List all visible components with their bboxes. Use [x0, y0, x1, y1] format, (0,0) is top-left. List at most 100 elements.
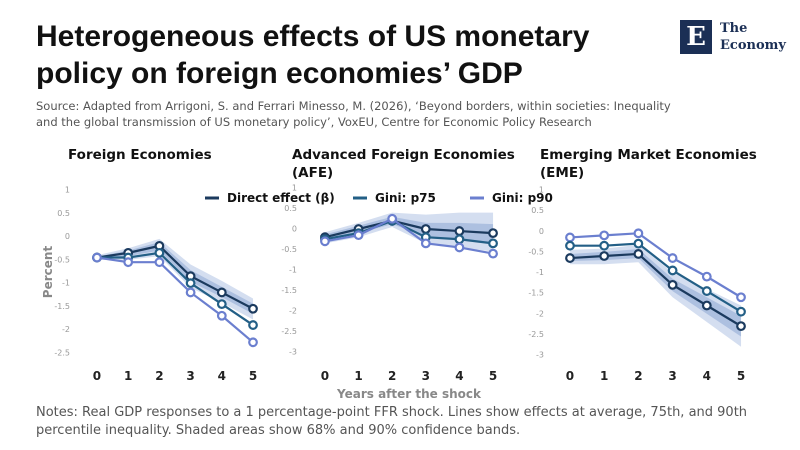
y-tick-label: 0.5	[284, 204, 297, 213]
point	[599, 240, 610, 251]
point	[387, 213, 398, 224]
point	[736, 321, 746, 332]
y-tick-label: -0.5	[528, 247, 544, 256]
x-tick-label: 2	[155, 369, 163, 383]
point	[736, 306, 746, 317]
point	[248, 320, 258, 330]
x-tick-label: 1	[124, 369, 132, 383]
point	[454, 226, 465, 236]
y-axis-label: Percent	[41, 246, 55, 299]
series-line	[324, 219, 494, 245]
point	[488, 228, 498, 239]
y-tick-label: 0	[65, 232, 70, 241]
point	[633, 249, 644, 259]
y-tick-label: -1	[536, 268, 544, 277]
point	[633, 238, 644, 249]
logo-mark: E	[680, 20, 712, 54]
point	[599, 230, 610, 241]
point	[420, 224, 431, 234]
point	[454, 234, 465, 245]
y-tick-label: -2.5	[528, 330, 544, 339]
confidence-band	[96, 238, 254, 320]
x-tick-label: 5	[249, 369, 257, 383]
point	[185, 278, 196, 289]
source: Source: Adapted from Arrigoni, S. and Fe…	[36, 99, 671, 129]
point	[154, 257, 165, 268]
series-line	[324, 217, 494, 255]
confidence-band	[96, 242, 254, 314]
brand-line: The	[720, 21, 748, 36]
x-tick-label: 3	[422, 369, 430, 383]
x-tick-label: 5	[737, 369, 745, 383]
point	[92, 252, 102, 263]
x-tick-label: 3	[186, 369, 194, 383]
point	[667, 253, 678, 263]
point	[736, 292, 746, 303]
point	[123, 257, 134, 268]
y-tick-label: -1	[62, 279, 70, 288]
point	[248, 303, 258, 314]
point	[701, 300, 712, 311]
y-tick-label: -1	[289, 266, 297, 275]
point	[565, 253, 575, 263]
y-tick-label: -3	[289, 348, 297, 357]
y-tick-label: -2.5	[54, 349, 70, 358]
point	[599, 251, 610, 261]
y-tick-label: 0	[539, 227, 544, 236]
y-tick-label: 0.5	[531, 206, 544, 215]
x-tick-label: 5	[489, 369, 497, 383]
y-tick-label: -1.5	[54, 302, 70, 311]
y-tick-label: -3	[536, 351, 544, 360]
brand: The Economy	[720, 20, 786, 54]
brand-line: Economy	[720, 38, 786, 53]
x-axis-label: Years after the shock	[336, 387, 482, 401]
series-line	[569, 252, 742, 328]
y-tick-label: -0.5	[281, 245, 297, 254]
y-tick-label: 1	[539, 186, 544, 195]
point	[701, 271, 712, 282]
x-tick-label: 2	[634, 369, 642, 383]
y-tick-label: -2	[536, 309, 544, 318]
y-tick-label: -1.5	[281, 286, 297, 295]
y-tick-label: -2	[62, 325, 70, 334]
x-tick-label: 4	[703, 369, 711, 383]
point	[216, 287, 227, 298]
point	[667, 265, 678, 276]
x-tick-label: 4	[455, 369, 463, 383]
legend-label: Gini: p75	[375, 191, 436, 205]
point	[216, 299, 227, 310]
series-line	[569, 242, 742, 313]
point	[565, 232, 575, 243]
panel-title: Foreign Economies	[68, 147, 212, 163]
title: Heterogeneous effects of US monetary pol…	[36, 20, 590, 90]
point	[185, 287, 196, 298]
point	[320, 236, 330, 247]
point	[420, 238, 431, 249]
point	[488, 248, 498, 259]
y-tick-label: 0	[292, 225, 297, 234]
series-line	[96, 251, 254, 326]
y-tick-label: 1	[292, 184, 297, 193]
y-tick-label: 0.5	[57, 209, 70, 218]
legend-label: Direct effect (β)	[227, 191, 335, 205]
y-tick-label: -0.5	[54, 255, 70, 264]
point	[667, 279, 678, 290]
x-tick-label: 2	[388, 369, 396, 383]
point	[216, 310, 227, 321]
panel-title: Emerging Market Economies (EME)	[540, 147, 757, 181]
point	[353, 230, 364, 241]
point	[154, 247, 165, 258]
series-line	[96, 256, 254, 344]
x-tick-label: 1	[600, 369, 608, 383]
series-line	[96, 244, 254, 310]
panel-title: Advanced Foreign Economies (AFE)	[292, 147, 515, 181]
point	[565, 240, 575, 251]
x-tick-label: 1	[354, 369, 362, 383]
notes: Notes: Real GDP responses to a 1 percent…	[36, 405, 748, 438]
point	[248, 337, 258, 348]
y-tick-label: -2.5	[281, 327, 297, 336]
series-line	[569, 232, 742, 299]
x-tick-label: 0	[321, 369, 329, 383]
point	[488, 238, 498, 249]
x-tick-label: 0	[566, 369, 574, 383]
